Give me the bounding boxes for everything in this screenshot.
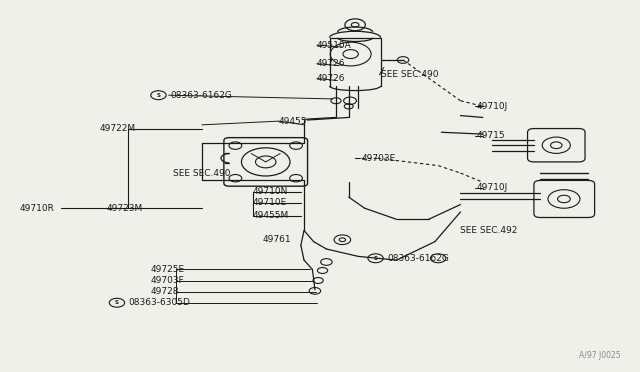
Text: 49715: 49715 [476, 131, 505, 141]
Text: 49710J: 49710J [476, 183, 508, 192]
Text: S: S [374, 256, 378, 261]
Text: 49726: 49726 [317, 59, 346, 68]
Text: 49723M: 49723M [106, 204, 142, 213]
Text: SEE SEC.492: SEE SEC.492 [461, 226, 518, 235]
Text: S: S [115, 300, 119, 305]
Text: SEE SEC.490: SEE SEC.490 [381, 70, 438, 79]
Text: 49725E: 49725E [151, 265, 185, 274]
Text: 49455M: 49455M [253, 211, 289, 220]
Text: 49455: 49455 [278, 117, 307, 126]
Text: 49710E: 49710E [253, 198, 287, 207]
Text: A/97 J0025: A/97 J0025 [579, 351, 620, 360]
Text: 08363-6305D: 08363-6305D [129, 298, 190, 307]
Text: 49710J: 49710J [476, 102, 508, 111]
Text: 08363-6162G: 08363-6162G [387, 254, 449, 263]
Text: SEE SEC.490: SEE SEC.490 [173, 169, 230, 177]
Text: 49722M: 49722M [100, 124, 136, 133]
Text: 49761: 49761 [262, 235, 291, 244]
Text: S: S [156, 93, 161, 98]
Text: 49703F: 49703F [151, 276, 184, 285]
Text: 08363-6162G: 08363-6162G [170, 91, 232, 100]
Text: 49726: 49726 [317, 74, 346, 83]
Text: 49510A: 49510A [317, 41, 351, 50]
Text: 49710N: 49710N [253, 187, 289, 196]
Text: 49703E: 49703E [362, 154, 396, 163]
Text: 49710R: 49710R [20, 204, 55, 213]
Text: 49728: 49728 [151, 287, 179, 296]
